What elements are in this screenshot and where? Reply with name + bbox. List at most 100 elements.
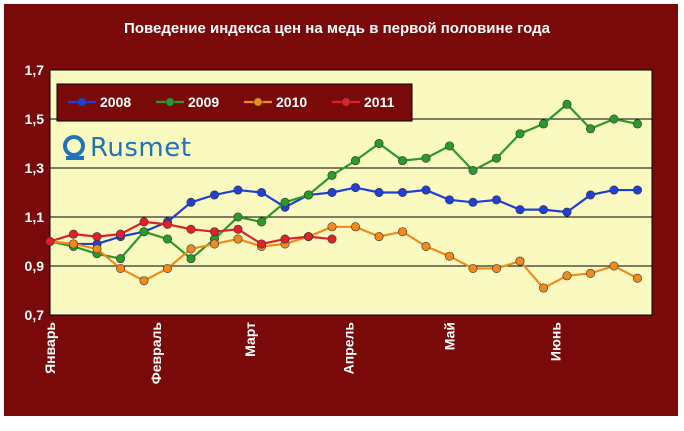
y-tick-label: 1,1 bbox=[25, 209, 45, 225]
data-point bbox=[186, 197, 196, 207]
data-point bbox=[256, 217, 266, 227]
legend-label: 2010 bbox=[276, 94, 307, 110]
x-tick-label: Июнь bbox=[547, 322, 563, 361]
data-point bbox=[69, 229, 79, 239]
y-tick-label: 0,9 bbox=[25, 258, 45, 274]
legend-swatch-marker bbox=[165, 97, 175, 107]
legend: 2008 2009 2010 2011 bbox=[68, 94, 395, 110]
y-tick-label: 0,7 bbox=[25, 307, 45, 323]
data-point bbox=[397, 227, 407, 237]
data-point bbox=[186, 224, 196, 234]
data-point bbox=[585, 124, 595, 134]
series-layer bbox=[45, 99, 642, 293]
x-tick-label: Март bbox=[242, 322, 258, 357]
data-point bbox=[444, 195, 454, 205]
data-point bbox=[468, 197, 478, 207]
x-tick-label: Февраль bbox=[148, 322, 164, 385]
rusmet-wordmark: Rusmet bbox=[90, 133, 192, 163]
data-point bbox=[303, 232, 313, 242]
chart-title: Поведение индекса цен на медь в первой п… bbox=[124, 20, 551, 37]
legend-swatch-marker bbox=[341, 97, 351, 107]
data-point bbox=[116, 263, 126, 273]
data-point bbox=[374, 232, 384, 242]
data-point bbox=[163, 234, 173, 244]
series-2011 bbox=[45, 217, 337, 249]
data-point bbox=[139, 227, 149, 237]
data-point bbox=[327, 234, 337, 244]
legend-label: 2011 bbox=[364, 94, 395, 110]
data-point bbox=[139, 217, 149, 227]
data-point bbox=[233, 212, 243, 222]
legend-swatch-marker bbox=[77, 97, 87, 107]
data-point bbox=[562, 207, 572, 217]
data-point bbox=[280, 197, 290, 207]
x-tick-label: Январь bbox=[42, 322, 58, 374]
data-point bbox=[397, 188, 407, 198]
data-point bbox=[609, 185, 619, 195]
data-point bbox=[45, 237, 55, 247]
data-point bbox=[350, 183, 360, 193]
data-point bbox=[303, 190, 313, 200]
data-point bbox=[421, 241, 431, 251]
data-point bbox=[397, 156, 407, 166]
data-point bbox=[444, 251, 454, 261]
data-point bbox=[350, 156, 360, 166]
y-tick-label: 1,7 bbox=[25, 62, 45, 78]
data-point bbox=[350, 222, 360, 232]
data-point bbox=[632, 185, 642, 195]
x-tick-label: Май bbox=[442, 322, 458, 350]
data-point bbox=[515, 129, 525, 139]
legend-label: 2008 bbox=[100, 94, 131, 110]
data-point bbox=[92, 232, 102, 242]
y-axis-ticks: 0,7 0,9 1,1 1,3 1,5 1,7 bbox=[25, 62, 45, 323]
data-point bbox=[92, 244, 102, 254]
data-point bbox=[186, 244, 196, 254]
data-point bbox=[233, 224, 243, 234]
x-axis-ticks: Январь Февраль Март Апрель Май Июнь bbox=[42, 322, 563, 385]
data-point bbox=[327, 188, 337, 198]
data-point bbox=[163, 263, 173, 273]
data-point bbox=[609, 261, 619, 271]
data-point bbox=[210, 227, 220, 237]
y-tick-label: 1,5 bbox=[25, 111, 45, 127]
data-point bbox=[374, 188, 384, 198]
data-point bbox=[421, 153, 431, 163]
data-point bbox=[327, 170, 337, 180]
data-point bbox=[468, 165, 478, 175]
data-point bbox=[538, 205, 548, 215]
data-point bbox=[491, 263, 501, 273]
data-point bbox=[538, 283, 548, 293]
data-point bbox=[210, 239, 220, 249]
data-point bbox=[515, 256, 525, 266]
data-point bbox=[69, 239, 79, 249]
data-point bbox=[256, 239, 266, 249]
data-point bbox=[116, 254, 126, 264]
x-tick-label: Апрель bbox=[340, 322, 356, 375]
data-point bbox=[538, 119, 548, 129]
legend-label: 2009 bbox=[188, 94, 219, 110]
data-point bbox=[233, 234, 243, 244]
data-point bbox=[585, 190, 595, 200]
data-point bbox=[491, 153, 501, 163]
data-point bbox=[632, 273, 642, 283]
data-point bbox=[139, 276, 149, 286]
data-point bbox=[515, 205, 525, 215]
data-point bbox=[116, 229, 126, 239]
y-tick-label: 1,3 bbox=[25, 160, 45, 176]
data-point bbox=[468, 263, 478, 273]
data-point bbox=[632, 119, 642, 129]
data-point bbox=[491, 195, 501, 205]
data-point bbox=[163, 219, 173, 229]
data-point bbox=[233, 185, 243, 195]
data-point bbox=[421, 185, 431, 195]
data-point bbox=[327, 222, 337, 232]
data-point bbox=[374, 139, 384, 149]
data-point bbox=[609, 114, 619, 124]
rusmet-q-logo-icon bbox=[63, 135, 85, 160]
data-point bbox=[186, 254, 196, 264]
data-point bbox=[210, 190, 220, 200]
data-point bbox=[585, 268, 595, 278]
data-point bbox=[256, 188, 266, 198]
